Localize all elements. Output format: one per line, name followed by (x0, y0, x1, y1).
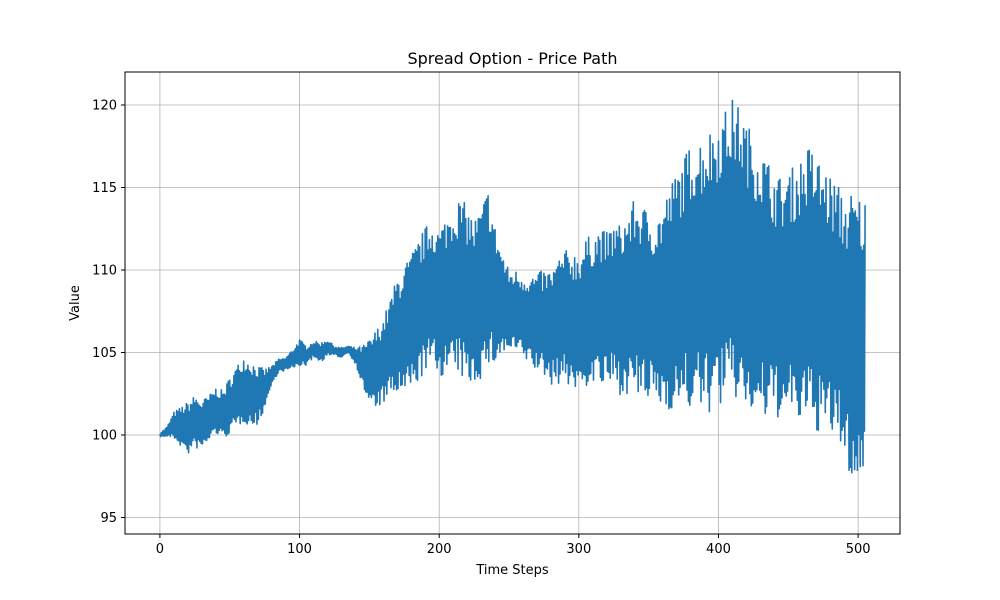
x-tick-label: 400 (706, 542, 731, 557)
chart-title: Spread Option - Price Path (407, 49, 617, 68)
y-tick-label: 120 (92, 99, 117, 114)
y-axis-label: Value (68, 285, 83, 321)
y-tick-label: 95 (100, 511, 117, 526)
y-tick-label: 110 (92, 264, 117, 279)
x-tick-label: 200 (427, 542, 452, 557)
x-tick-label: 300 (566, 542, 591, 557)
x-tick-label: 500 (846, 542, 871, 557)
x-tick-label: 0 (156, 542, 164, 557)
y-axis-ticks: 95 100 105 110 115 120 (92, 99, 125, 526)
y-tick-label: 105 (92, 346, 117, 361)
y-tick-label: 100 (92, 429, 117, 444)
x-tick-label: 100 (287, 542, 312, 557)
x-axis-label: Time Steps (475, 563, 549, 578)
price-path-line (159, 99, 866, 474)
plot-area-frame (124, 71, 901, 535)
y-tick-label: 115 (92, 181, 117, 196)
x-axis-ticks: 0 100 200 300 400 500 (156, 534, 871, 557)
